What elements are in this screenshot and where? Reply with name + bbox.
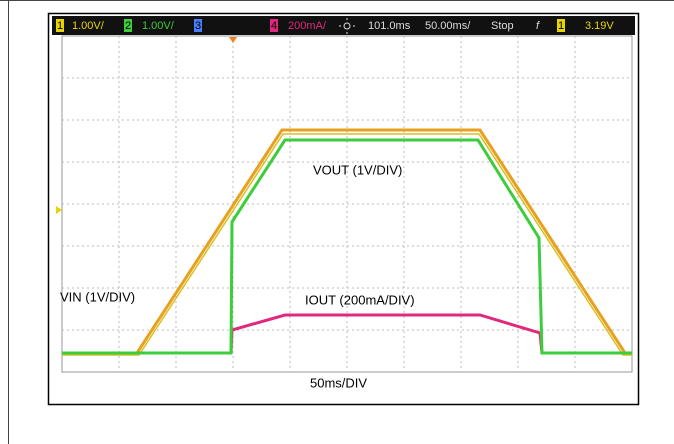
trigger-level: 3.19V bbox=[585, 20, 614, 32]
ch2-scale: 1.00V/ bbox=[142, 20, 175, 32]
time-label: 50ms/DIV bbox=[310, 375, 367, 390]
ch1-number: 1 bbox=[57, 20, 63, 32]
iout-label: IOUT (200mA/DIV) bbox=[305, 292, 415, 307]
page: 1 1.00V/ 2 1.00V/ 3 4 200mA/ 101.0ms 50.… bbox=[0, 0, 674, 444]
ch1-scale: 1.00V/ bbox=[72, 20, 105, 32]
status-bar bbox=[52, 16, 635, 35]
ch3-number: 3 bbox=[195, 20, 201, 32]
vin-label: VIN (1V/DIV) bbox=[60, 289, 135, 304]
run-state: Stop bbox=[491, 20, 514, 32]
ch4-scale: 200mA/ bbox=[288, 20, 327, 32]
trigger-channel: 1 bbox=[558, 20, 564, 32]
ch4-number: 4 bbox=[271, 20, 277, 32]
ch2-number: 2 bbox=[125, 20, 131, 32]
delay: 101.0ms bbox=[368, 20, 411, 32]
timebase: 50.00ms/ bbox=[425, 20, 471, 32]
vout-label: VOUT (1V/DIV) bbox=[313, 162, 402, 177]
